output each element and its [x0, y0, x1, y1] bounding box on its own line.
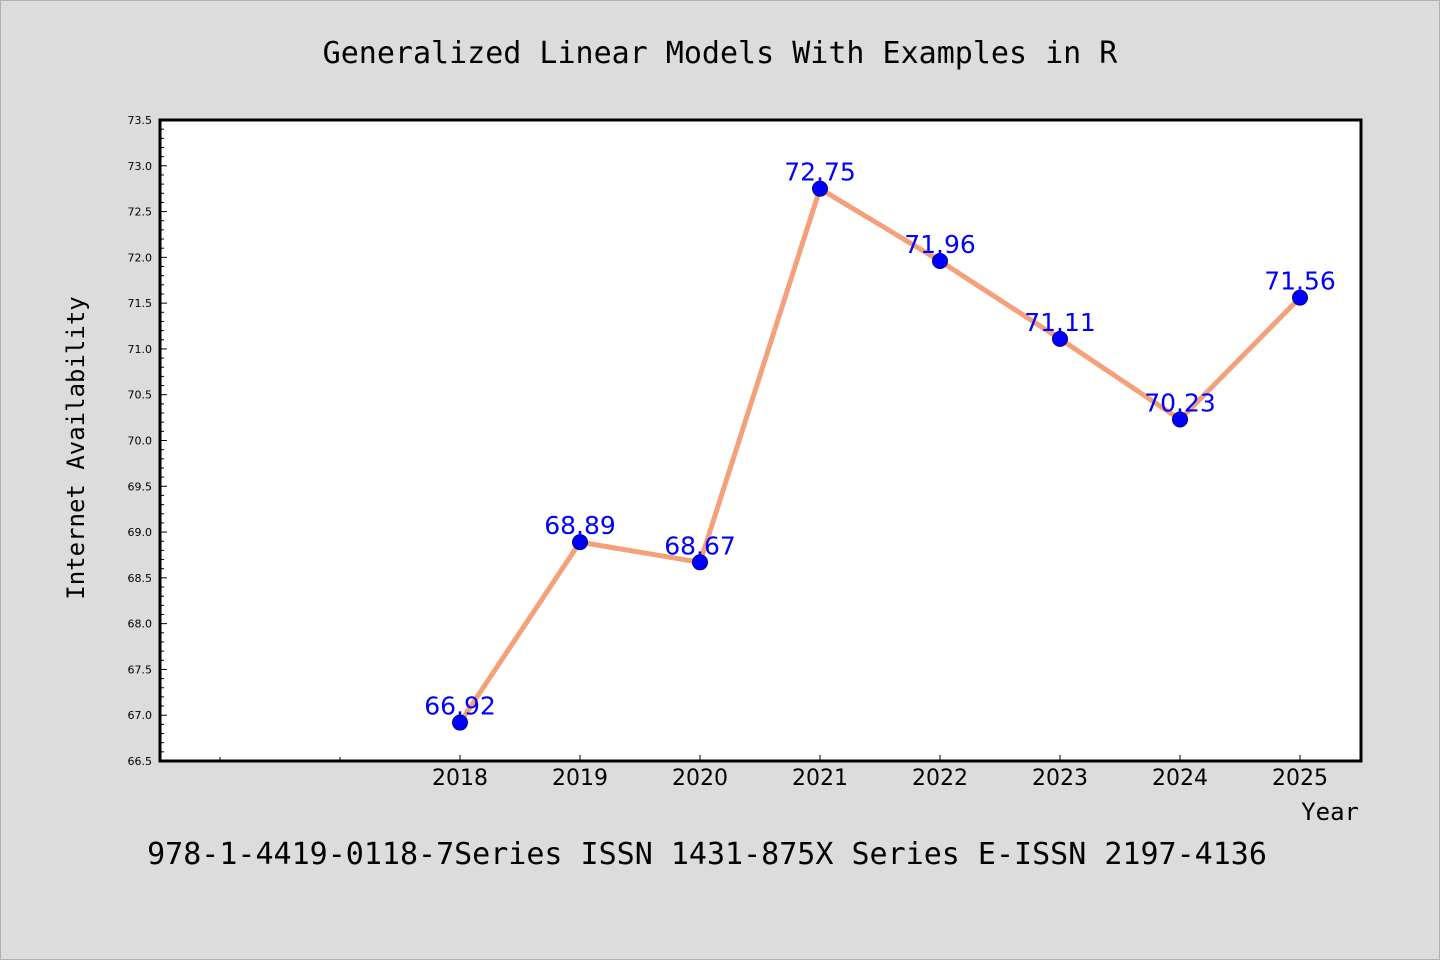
data-point: [1052, 330, 1068, 347]
data-point: [572, 534, 588, 551]
data-point: [452, 714, 468, 731]
data-label: 71.96: [904, 230, 976, 259]
y-tick-label: 72.0: [128, 251, 153, 264]
data-point: [692, 554, 708, 571]
data-point: [932, 253, 948, 270]
y-tick-label: 72.5: [128, 206, 153, 219]
plot-area: [160, 120, 1361, 761]
x-tick-label: 2022: [912, 766, 968, 791]
series-layer: [452, 180, 1308, 731]
x-tick-label: 2024: [1152, 766, 1208, 791]
x-tick-label: 2019: [552, 766, 608, 791]
data-labels: 66.92 68.89 68.67 72.75 71.96 71.11 70.23 71.56: [424, 158, 1336, 721]
y-tick-label: 70.5: [128, 389, 153, 402]
data-point: [1172, 411, 1188, 428]
x-axis-title: Year: [1301, 798, 1359, 826]
y-tick-label: 66.5: [128, 755, 153, 768]
chart-title: Generalized Linear Models With Examples …: [323, 36, 1119, 71]
y-tick-label: 69.5: [128, 480, 153, 493]
y-tick-label: 67.0: [128, 709, 153, 722]
series-line: [457, 186, 1302, 724]
y-tick-label: 68.5: [128, 572, 153, 585]
y-tick-label: 73.5: [128, 114, 153, 127]
y-tick-label: 70.0: [128, 435, 153, 448]
x-tick-label: 2021: [792, 766, 848, 791]
y-tick-label: 71.0: [128, 343, 153, 356]
data-label: 70.23: [1144, 388, 1216, 417]
data-label: 71.11: [1024, 308, 1096, 337]
y-tick-label: 69.0: [128, 526, 153, 539]
x-tick-label: 2020: [672, 766, 728, 791]
data-point: [812, 180, 828, 197]
x-tick-label: 2023: [1032, 766, 1088, 791]
data-label: 72.75: [784, 158, 856, 187]
x-axis: 2018 2019 2020 2021 2022 2023 2024 2025: [219, 755, 1328, 791]
data-point: [1292, 289, 1308, 306]
y-tick-label: 68.0: [128, 618, 153, 631]
y-tick-label: 67.5: [128, 663, 153, 676]
y-tick-label: 73.0: [128, 160, 153, 173]
y-axis: 66.5 67.0 67.5 68.0 68.5 69.0 69.5 70.0 70.5 71.0…: [128, 114, 167, 768]
plot-border: [158, 118, 1363, 763]
data-label: 66.92: [424, 692, 496, 721]
footer-text: 978-1-4419-0118-7Series ISSN 1431-875X S…: [147, 837, 1267, 872]
data-label: 68.67: [664, 531, 736, 560]
y-tick-label: 71.5: [128, 297, 153, 310]
x-tick-label: 2018: [432, 766, 488, 791]
x-tick-label: 2025: [1272, 766, 1328, 791]
data-label: 68.89: [544, 511, 616, 540]
data-label: 71.56: [1264, 267, 1336, 296]
y-axis-title: Internet Availability: [62, 296, 90, 599]
